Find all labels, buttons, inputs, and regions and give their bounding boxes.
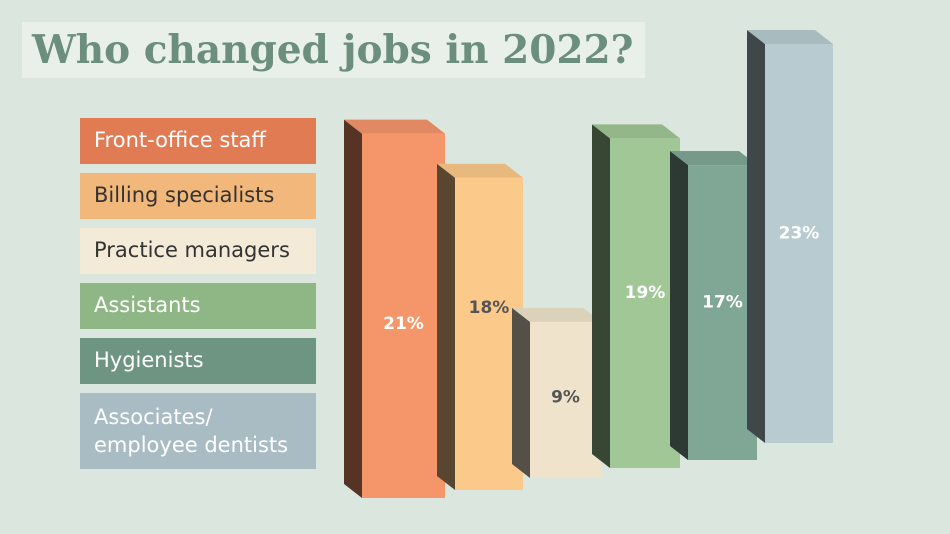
bar-top <box>437 163 523 178</box>
bar <box>610 138 680 468</box>
bar-side <box>670 151 688 461</box>
bar-top <box>592 124 680 139</box>
data-label: 18% <box>469 298 510 318</box>
legend-entry: Billing specialists <box>80 173 316 219</box>
data-label: 19% <box>625 283 666 303</box>
bar-top <box>747 29 833 44</box>
legend-entry: Front-office staff <box>80 118 316 164</box>
legend: Front-office staff Billing specialists Pra… <box>80 118 316 478</box>
chart-title: Who changed jobs in 2022? <box>22 22 645 78</box>
data-label: 23% <box>779 223 820 243</box>
bar-top <box>670 151 757 166</box>
bar-top <box>344 119 445 134</box>
bar <box>765 43 833 443</box>
data-label: 21% <box>383 314 424 334</box>
legend-entry: Practice managers <box>80 228 316 274</box>
bar <box>688 165 757 461</box>
bar <box>455 177 523 490</box>
bar <box>530 321 601 478</box>
bar-side <box>437 163 455 490</box>
bar-side <box>592 124 610 468</box>
bar-top <box>512 307 601 322</box>
bar-side <box>747 29 765 443</box>
data-label: 17% <box>702 293 743 313</box>
legend-entry: Assistants <box>80 283 316 329</box>
bar-side <box>512 307 530 478</box>
legend-entry: Associates/ employee dentists <box>80 393 316 469</box>
data-label: 9% <box>551 388 580 408</box>
bar <box>362 133 445 498</box>
bar-side <box>344 119 362 499</box>
legend-entry: Hygienists <box>80 338 316 384</box>
